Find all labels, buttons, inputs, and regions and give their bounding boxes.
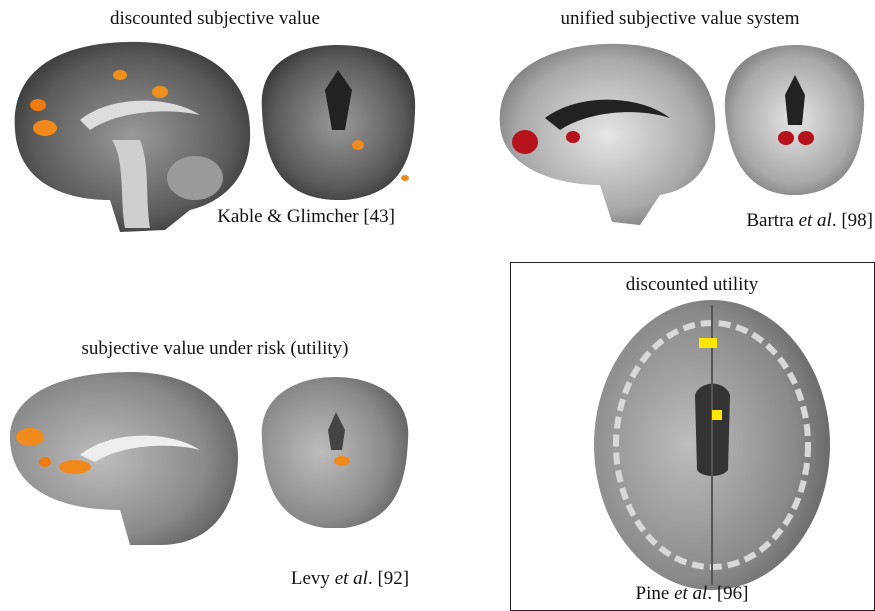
coronal-image (725, 45, 864, 195)
citation-author: Levy (291, 568, 335, 589)
citation-ref: . [92] (368, 568, 409, 589)
citation-ref: . [96] (707, 583, 748, 604)
panel-title: subjective value under risk (utility) (82, 338, 349, 359)
coronal-image (262, 45, 415, 200)
citation: Kable & Glimcher [43] (217, 206, 395, 227)
citation-author: Bartra (746, 210, 798, 231)
sagittal-image (10, 372, 238, 545)
citation-etal: et al (799, 210, 832, 231)
axial-image (594, 300, 830, 590)
citation-ref: . [98] (832, 210, 873, 231)
citation-author: Pine (636, 583, 675, 604)
panel-title: discounted utility (626, 274, 759, 295)
citation: Bartra et al. [98] (746, 210, 873, 231)
coronal-image (262, 377, 409, 528)
citation: Pine et al. [96] (636, 583, 749, 604)
figure: discounted subjective value Kable & Glim… (0, 0, 875, 611)
panel-title: unified subjective value system (560, 8, 799, 29)
sagittal-image (500, 44, 715, 225)
sagittal-image (15, 42, 250, 232)
panel-title: discounted subjective value (110, 8, 320, 29)
citation-etal: et al (335, 568, 368, 589)
citation: Levy et al. [92] (291, 568, 409, 589)
citation-etal: et al (674, 583, 707, 604)
